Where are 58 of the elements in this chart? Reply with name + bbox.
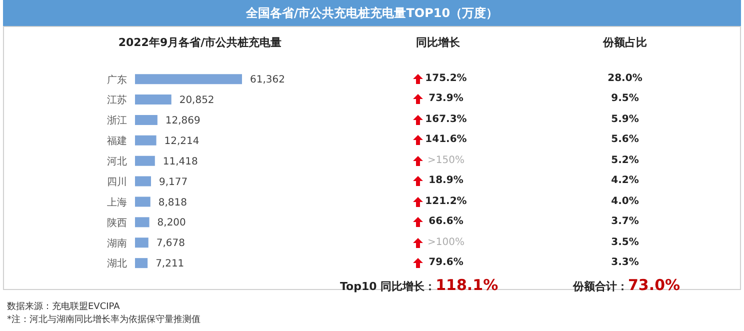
- bar: [135, 176, 152, 186]
- text: 73.9%: [428, 92, 464, 106]
- chart-subtitle: 2022年9月各省/市公共桩充电量: [117, 35, 283, 51]
- text: 28.0%: [606, 72, 644, 86]
- text: >150%: [426, 154, 466, 168]
- data-label: 9,177: [159, 176, 188, 188]
- text: 167.3%: [424, 112, 468, 127]
- text: 79.6%: [428, 256, 464, 270]
- y-tick-label: 上海: [107, 196, 128, 208]
- text: 9.5%: [610, 92, 640, 106]
- text: 175.2%: [424, 72, 468, 86]
- data-label: 12,869: [165, 115, 200, 126]
- data-label: 8,200: [157, 218, 186, 228]
- data-label: 20,852: [179, 94, 214, 106]
- text: >100%: [426, 236, 466, 250]
- y-tick-label: 广东: [107, 74, 128, 86]
- text: 121.2%: [424, 194, 468, 209]
- text: 3.5%: [610, 236, 640, 250]
- bar: [135, 216, 150, 227]
- bar: [135, 94, 172, 104]
- text: 66.6%: [428, 215, 464, 230]
- bar: [135, 114, 158, 125]
- text: *注：河北与湖南同比增长率为依据保守量推测值: [7, 314, 200, 326]
- bar: [135, 237, 148, 248]
- y-tick-label: 福建: [107, 134, 128, 147]
- data-label: 12,214: [164, 136, 200, 147]
- bar: [135, 74, 242, 84]
- y-tick-label: 河北: [107, 155, 128, 168]
- y-tick-label: 浙江: [107, 114, 128, 126]
- bar: [135, 258, 148, 268]
- y-tick-label: 湖南: [107, 237, 128, 250]
- bar: [135, 156, 155, 166]
- data-label: 7,211: [156, 258, 184, 270]
- y-tick-label: 湖北: [107, 257, 128, 270]
- text: 141.6%: [424, 133, 468, 148]
- y-tick-label: 陕西: [107, 216, 128, 229]
- text: 3.7%: [610, 215, 640, 230]
- y-tick-label: 江苏: [107, 94, 128, 106]
- bar: [135, 135, 156, 146]
- text: 5.9%: [610, 112, 640, 127]
- text: 73.0%: [628, 276, 680, 294]
- text: 3.3%: [610, 256, 640, 270]
- bar: [135, 196, 150, 207]
- text: 份额占比: [602, 35, 648, 51]
- y-tick-label: 四川: [107, 176, 128, 188]
- text: 18.9%: [428, 174, 464, 188]
- data-label: 7,678: [156, 238, 185, 249]
- data-label: 61,362: [250, 74, 285, 86]
- data-label: 8,818: [158, 197, 187, 208]
- data-label: 11,418: [162, 156, 198, 168]
- text: 同比增长: [415, 35, 461, 51]
- text: 4.2%: [610, 174, 640, 188]
- text: 5.2%: [610, 154, 640, 168]
- text: 5.6%: [610, 133, 640, 148]
- text: 4.0%: [610, 194, 640, 209]
- source-note: 数据来源：充电联盟EVCIPA: [7, 301, 120, 313]
- text: 全国各省/市公共充电桩充电量TOP10（万度）: [3, 0, 741, 26]
- text: 118.1%: [436, 276, 498, 294]
